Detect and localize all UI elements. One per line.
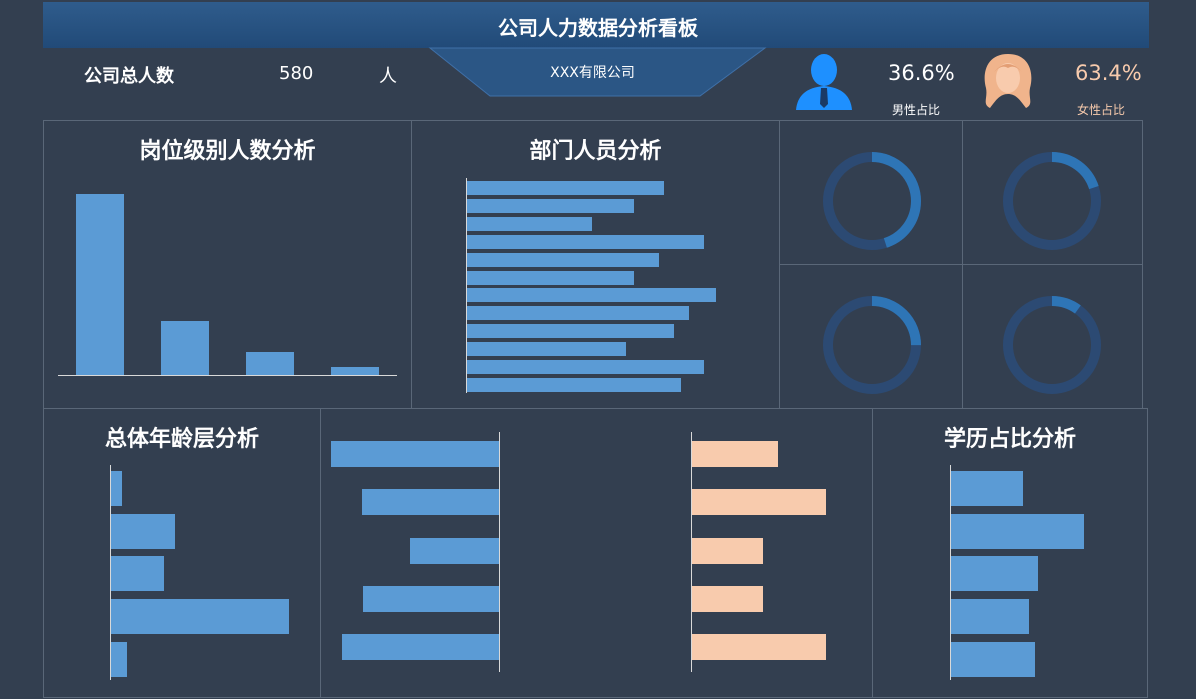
y-axis [950, 465, 951, 680]
header-trapezoid [428, 47, 767, 97]
bar-left-series [362, 489, 499, 516]
bar-education [951, 599, 1029, 635]
y-axis [110, 465, 111, 680]
chart-title-age: 总体年龄层分析 [104, 427, 259, 452]
female-label: 女性占比 [1077, 103, 1126, 117]
bar-right-series [692, 585, 764, 612]
chart-title-education: 学历占比分析 [943, 427, 1076, 452]
bar-age [111, 471, 123, 506]
chart-title-department: 部门人员分析 [529, 139, 662, 164]
bar-department [467, 360, 704, 374]
bar-position [246, 351, 294, 375]
bar-department [467, 377, 682, 392]
y-axis [466, 178, 467, 393]
bar-left-series [410, 537, 499, 564]
donut-slice [823, 152, 921, 250]
panel-education-ratio [872, 408, 1148, 698]
chart-title-position: 岗位级别人数分析 [139, 139, 316, 164]
bar-education [951, 513, 1084, 549]
bar-left-series [331, 441, 499, 467]
page-title: 公司人力数据分析看板 [498, 16, 698, 40]
donut-track [1003, 296, 1101, 394]
donut-ring [823, 152, 921, 250]
donut-ring [1003, 296, 1101, 394]
bar-education [951, 556, 1038, 592]
bar-age [111, 556, 164, 592]
bar-age [111, 513, 175, 549]
bar-position [161, 321, 209, 375]
bar-left-series [363, 585, 499, 612]
bar-right-series [692, 634, 826, 661]
bar-department [467, 324, 674, 339]
bar-position [76, 194, 124, 375]
bar-right-series [692, 441, 778, 467]
bar-age [111, 641, 128, 677]
male-label: 男性占比 [892, 103, 941, 117]
bar-department [467, 216, 592, 231]
total-value: 580 [279, 63, 314, 84]
x-axis [58, 375, 397, 376]
bar-department [467, 234, 704, 249]
donut-ring [1003, 152, 1101, 250]
bar-department [467, 198, 634, 213]
bar-position [331, 366, 379, 375]
female-percentage: 63.4% [1075, 61, 1142, 85]
center-axis-left [499, 432, 500, 672]
donut-slice [1003, 296, 1101, 394]
title-banner [43, 2, 1149, 48]
company-name: XXX有限公司 [550, 65, 635, 81]
bar-education [951, 471, 1023, 506]
total-label: 公司总人数 [84, 66, 174, 87]
donut-ring [823, 296, 921, 394]
bar-department [467, 288, 716, 303]
total-unit: 人 [379, 66, 397, 87]
male-percentage: 36.6% [888, 61, 955, 85]
donut-slice [1003, 152, 1101, 250]
bar-education [951, 641, 1036, 677]
bar-age [111, 599, 289, 635]
donut-slice [823, 296, 921, 394]
center-axis-right [691, 432, 692, 672]
male-icon [796, 54, 852, 110]
bar-department [467, 306, 689, 321]
bar-department [467, 252, 659, 267]
bar-left-series [341, 634, 499, 661]
female-icon [984, 54, 1032, 108]
bar-department [467, 181, 664, 195]
bar-department [467, 270, 634, 285]
bar-right-series [692, 537, 764, 564]
bar-department [467, 342, 627, 357]
bar-right-series [692, 489, 826, 516]
